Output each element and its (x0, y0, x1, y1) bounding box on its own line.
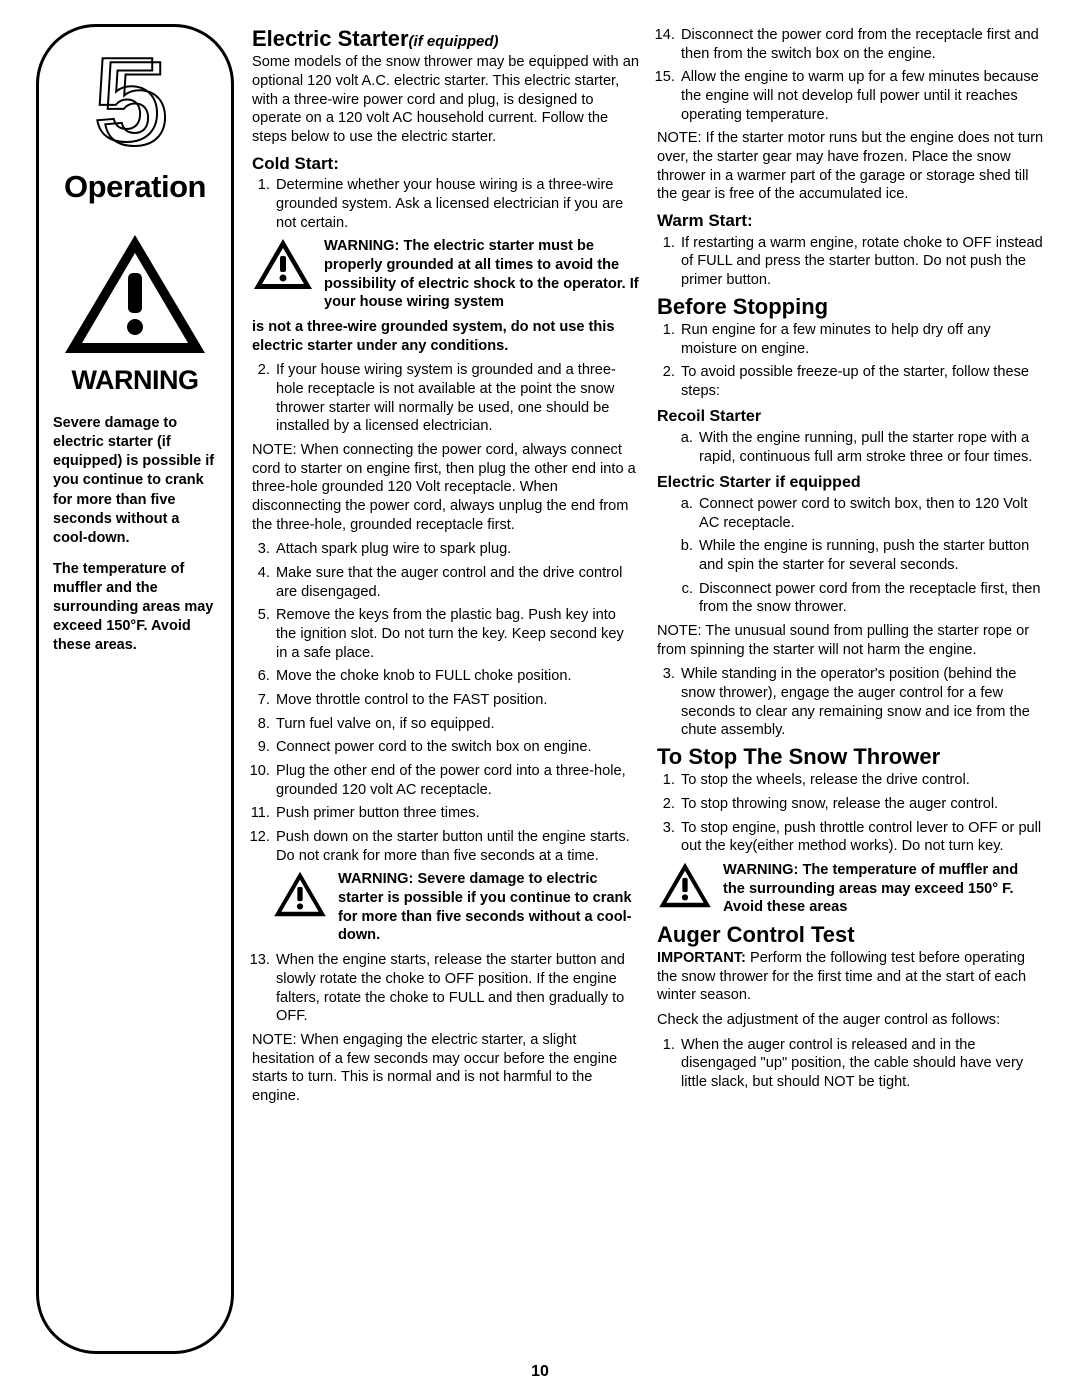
warning-label: WARNING (72, 365, 199, 396)
list-item: When the engine starts, release the star… (274, 951, 639, 1026)
list-item: To stop the wheels, release the drive co… (679, 771, 1044, 790)
subsection-heading: Recoil Starter (657, 407, 1044, 427)
section-heading: To Stop The Snow Thrower (657, 745, 1044, 769)
list-item: Disconnect power cord from the receptacl… (697, 580, 1044, 617)
section-heading: Auger Control Test (657, 923, 1044, 947)
ordered-list: Attach spark plug wire to spark plug. Ma… (252, 540, 639, 865)
list-item: Push primer button three times. (274, 804, 639, 823)
svg-text:5: 5 (102, 45, 169, 165)
ordered-list: With the engine running, pull the starte… (657, 429, 1044, 466)
body-text: Check the adjustment of the auger contro… (657, 1011, 1044, 1030)
warning-triangle-icon (657, 861, 713, 909)
note-text: NOTE: When connecting the power cord, al… (252, 441, 639, 534)
ordered-list: If your house wiring system is grounded … (252, 361, 639, 436)
inline-warning: WARNING: The electric starter must be pr… (252, 237, 639, 312)
list-item: While the engine is running, push the st… (697, 537, 1044, 574)
inline-warning: WARNING: The temperature of muffler and … (657, 861, 1044, 917)
list-item: Connect power cord to switch box, then t… (697, 495, 1044, 532)
column-right: Disconnect the power cord from the recep… (657, 24, 1044, 1354)
body-text: Some models of the snow thrower may be e… (252, 53, 639, 146)
list-item: When the auger control is released and i… (679, 1036, 1044, 1092)
body-text: IMPORTANT: Perform the following test be… (657, 949, 1044, 1005)
ordered-list: If restarting a warm engine, rotate chok… (657, 234, 1044, 290)
list-item: To avoid possible freeze-up of the start… (679, 363, 1044, 400)
page-container: 5 5 Operation WARNING Severe damage to e… (36, 24, 1044, 1354)
list-item: Connect power cord to the switch box on … (274, 738, 639, 757)
ordered-list: When the engine starts, release the star… (252, 951, 639, 1026)
list-item: Disconnect the power cord from the recep… (679, 26, 1044, 63)
list-item: Push down on the starter button until th… (274, 828, 639, 865)
list-item: Attach spark plug wire to spark plug. (274, 540, 639, 559)
note-text: NOTE: If the starter motor runs but the … (657, 129, 1044, 204)
ordered-list: Connect power cord to switch box, then t… (657, 495, 1044, 617)
list-item: Remove the keys from the plastic bag. Pu… (274, 606, 639, 662)
warning-triangle-icon (252, 237, 314, 291)
ordered-list: While standing in the operator's positio… (657, 665, 1044, 740)
list-item: Determine whether your house wiring is a… (274, 176, 639, 232)
chapter-title: Operation (64, 169, 206, 205)
list-item: Move the choke knob to FULL choke positi… (274, 667, 639, 686)
warning-body: Severe damage to electric starter (if eq… (53, 414, 217, 668)
page-number: 10 (0, 1363, 1080, 1381)
list-item: Move throttle control to the FAST positi… (274, 691, 639, 710)
section-heading: Electric Starter(if equipped) (252, 27, 639, 51)
ordered-list: When the auger control is released and i… (657, 1036, 1044, 1092)
chapter-number-graphic: 5 5 (85, 45, 185, 165)
warning-para: Severe damage to electric starter (if eq… (53, 414, 217, 548)
note-text: NOTE: The unusual sound from pulling the… (657, 622, 1044, 659)
ordered-list: Determine whether your house wiring is a… (252, 176, 639, 232)
list-item: While standing in the operator's positio… (679, 665, 1044, 740)
list-item: To stop throwing snow, release the auger… (679, 795, 1044, 814)
list-item: Plug the other end of the power cord int… (274, 762, 639, 799)
ordered-list: To stop the wheels, release the drive co… (657, 771, 1044, 856)
list-item: Make sure that the auger control and the… (274, 564, 639, 601)
subsection-heading: Electric Starter if equipped (657, 473, 1044, 493)
warning-text: WARNING: The temperature of muffler and … (723, 861, 1044, 917)
list-item: Run engine for a few minutes to help dry… (679, 321, 1044, 358)
warning-para: The temperature of muffler and the surro… (53, 560, 217, 656)
ordered-list: Run engine for a few minutes to help dry… (657, 321, 1044, 401)
list-item: To stop engine, push throttle control le… (679, 819, 1044, 856)
list-item: Turn fuel valve on, if so equipped. (274, 715, 639, 734)
subsection-heading: Cold Start: (252, 153, 639, 175)
ordered-list: Disconnect the power cord from the recep… (657, 26, 1044, 124)
list-item: If your house wiring system is grounded … (274, 361, 639, 436)
sidebar-panel: 5 5 Operation WARNING Severe damage to e… (36, 24, 234, 1354)
list-item: With the engine running, pull the starte… (697, 429, 1044, 466)
section-heading: Before Stopping (657, 295, 1044, 319)
column-left: Electric Starter(if equipped) Some model… (252, 24, 639, 1354)
warning-triangle-icon (272, 870, 328, 918)
warning-triangle-icon (60, 229, 210, 359)
list-item: If restarting a warm engine, rotate chok… (679, 234, 1044, 290)
warning-continuation: is not a three-wire grounded system, do … (252, 318, 639, 355)
note-text: NOTE: When engaging the electric starter… (252, 1031, 639, 1106)
warning-text: WARNING: The electric starter must be pr… (324, 237, 639, 312)
content-area: Electric Starter(if equipped) Some model… (252, 24, 1044, 1354)
list-item: Allow the engine to warm up for a few mi… (679, 68, 1044, 124)
inline-warning: WARNING: Severe damage to electric start… (252, 870, 639, 945)
warning-text: WARNING: Severe damage to electric start… (338, 870, 639, 945)
subsection-heading: Warm Start: (657, 210, 1044, 232)
